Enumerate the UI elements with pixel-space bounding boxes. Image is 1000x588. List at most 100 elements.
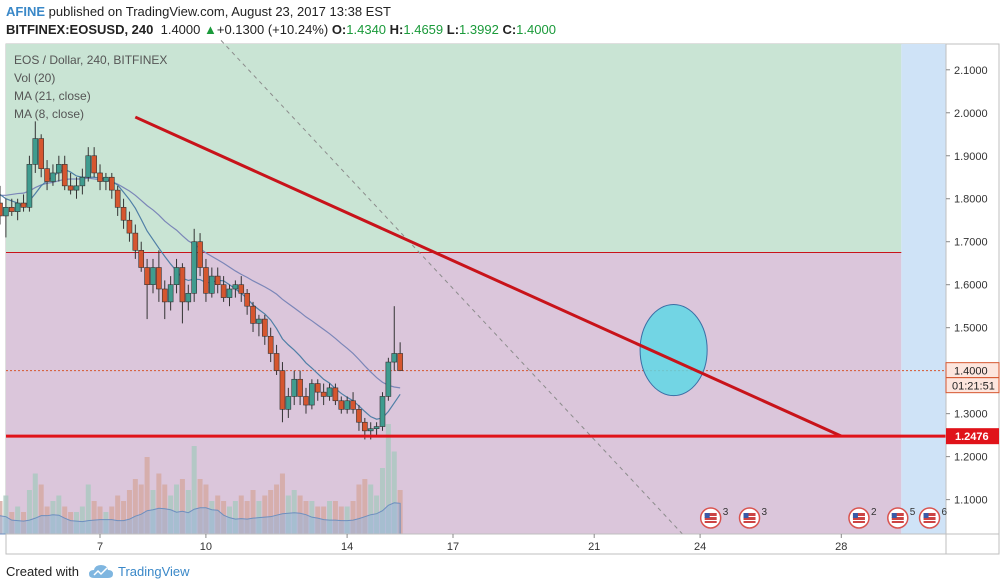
volume-bar bbox=[379, 468, 385, 534]
price-tick-label: 1.2000 bbox=[954, 452, 988, 464]
flag-canton bbox=[923, 513, 929, 518]
candle-body bbox=[197, 241, 203, 268]
volume-bar bbox=[26, 490, 32, 534]
time-axis-ticks: 7 10 14 17 21 24 28 bbox=[97, 534, 847, 553]
candle-body bbox=[26, 164, 33, 208]
candle-body bbox=[220, 284, 227, 298]
tradingview-brand-link[interactable]: TradingView bbox=[118, 564, 190, 579]
support-zone bbox=[6, 252, 902, 534]
candle-body bbox=[173, 267, 180, 286]
candle-body bbox=[297, 378, 303, 397]
candle-body bbox=[344, 400, 350, 410]
time-tick-label: 21 bbox=[588, 541, 600, 553]
price-chart[interactable]: 2.1000 2.0000 1.9000 1.8000 1.7000 1.6000 1.50… bbox=[0, 40, 1000, 556]
volume-bar bbox=[3, 495, 9, 534]
legend-title: EOS / Dollar, 240, BITFINEX bbox=[14, 53, 167, 67]
symbol-label: BITFINEX:EOSUSD, 240 bbox=[6, 22, 154, 37]
tradingview-cloud-icon[interactable] bbox=[88, 564, 114, 580]
event-count: 3 bbox=[762, 507, 768, 518]
candle-body bbox=[120, 207, 127, 221]
candle-body bbox=[3, 207, 9, 217]
time-axis[interactable] bbox=[5, 533, 947, 555]
candle-body bbox=[108, 176, 115, 191]
candle-body bbox=[32, 138, 39, 165]
dashed-trend-line[interactable] bbox=[188, 40, 683, 535]
event-count: 2 bbox=[871, 507, 877, 518]
candle-body bbox=[61, 164, 68, 187]
close-value: 1.4000 bbox=[516, 22, 556, 37]
up-triangle-icon: ▲ bbox=[204, 22, 217, 37]
candle-body bbox=[114, 189, 121, 208]
candle-body bbox=[56, 164, 62, 174]
open-value: 1.4340 bbox=[346, 22, 387, 37]
descending-trendline[interactable] bbox=[134, 115, 842, 438]
price-tick-label: 2.1000 bbox=[954, 65, 988, 77]
price-tick-label: 1.6000 bbox=[954, 280, 988, 292]
candle-body bbox=[156, 267, 162, 290]
candle-body bbox=[326, 387, 333, 397]
volume-bar bbox=[274, 484, 280, 534]
candle-body bbox=[373, 426, 380, 429]
price-axis[interactable] bbox=[945, 43, 1000, 535]
event-count: 3 bbox=[723, 507, 729, 518]
candle-body bbox=[226, 288, 233, 298]
candle-body bbox=[103, 176, 109, 182]
flag-stripe bbox=[891, 517, 904, 520]
candle-body bbox=[150, 267, 156, 286]
flag-stripe bbox=[743, 521, 756, 523]
candle-body bbox=[67, 185, 74, 191]
open-label: O: bbox=[331, 22, 347, 37]
candle-body bbox=[209, 275, 215, 294]
time-tick-label: 28 bbox=[835, 541, 847, 553]
volume-bar bbox=[362, 479, 368, 534]
flag-stripe bbox=[743, 517, 756, 520]
volume-bar bbox=[179, 479, 185, 534]
flag-stripe bbox=[891, 513, 904, 516]
volume-bar bbox=[262, 495, 268, 534]
candle-body bbox=[385, 361, 392, 397]
candle-body bbox=[314, 383, 321, 393]
volume-ma-area bbox=[0, 502, 401, 535]
candle-body bbox=[185, 292, 192, 303]
price-tick-label: 1.3000 bbox=[954, 409, 988, 421]
candle-body bbox=[367, 428, 374, 432]
candlesticks bbox=[0, 121, 403, 440]
candle-body bbox=[179, 267, 186, 303]
candle-body bbox=[161, 288, 168, 303]
candle-body bbox=[8, 207, 15, 212]
support-price-tag: 1.2476 bbox=[946, 428, 999, 445]
flag-stripe bbox=[852, 521, 865, 523]
volume-bar bbox=[38, 484, 44, 534]
candle-body bbox=[191, 241, 197, 294]
volume-bar bbox=[250, 490, 256, 534]
created-with-label: Created with bbox=[6, 564, 79, 579]
candle-body bbox=[338, 400, 345, 410]
volume-bar bbox=[79, 506, 85, 534]
candle-body bbox=[267, 335, 274, 354]
author-name[interactable]: AFINE bbox=[6, 4, 45, 19]
volume-bar bbox=[91, 501, 97, 534]
published-text: published on TradingView.com, August 23,… bbox=[48, 4, 391, 19]
volume-bar bbox=[185, 490, 191, 534]
candle-body bbox=[261, 318, 268, 337]
future-area bbox=[901, 44, 946, 534]
candle-body bbox=[44, 168, 50, 182]
candle-body bbox=[50, 172, 56, 182]
candle-body bbox=[144, 267, 150, 286]
volume-bar bbox=[232, 501, 238, 534]
candle-body bbox=[97, 172, 103, 182]
legend-ma8: MA (8, close) bbox=[14, 107, 84, 121]
flag-stripe bbox=[704, 521, 717, 523]
time-tick-label: 24 bbox=[694, 541, 706, 553]
price-tick-label: 2.0000 bbox=[954, 108, 988, 120]
volume-bar bbox=[85, 484, 91, 534]
countdown-tag-label: 01:21:51 bbox=[952, 381, 995, 393]
flag-stripe bbox=[852, 517, 865, 520]
flag-stripe bbox=[852, 513, 865, 516]
low-label: L: bbox=[446, 22, 460, 37]
candle-body bbox=[285, 396, 292, 410]
candle-body bbox=[244, 292, 250, 307]
highlight-circle[interactable] bbox=[639, 303, 708, 397]
candle-body bbox=[309, 383, 315, 406]
high-value: 1.4659 bbox=[403, 22, 444, 37]
